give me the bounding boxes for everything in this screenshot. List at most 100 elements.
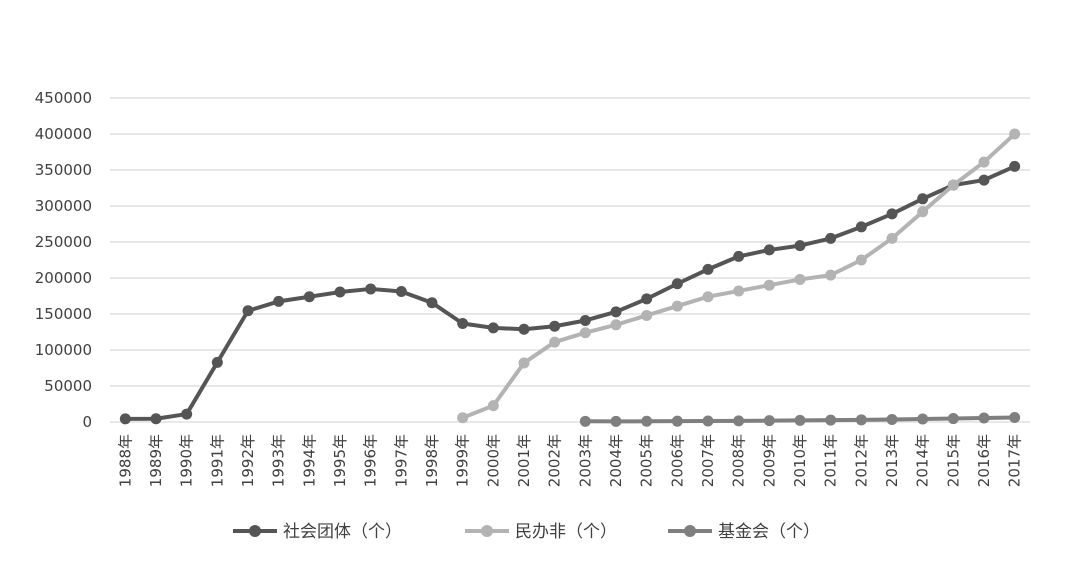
legend-swatch-marker [249,525,261,537]
x-tick-label: 2012年 [852,434,870,487]
data-point [733,285,745,297]
data-point [917,413,929,425]
x-tick-label: 2011年 [822,434,840,487]
data-point [886,413,898,425]
data-point [702,291,714,303]
legend-item-1: 社会团体（个） [233,522,402,542]
data-point [947,179,959,191]
x-tick-label: 2015年 [944,434,962,487]
data-point [579,327,591,339]
y-tick-label: 250000 [35,233,92,251]
x-tick-label: 2000年 [484,434,502,487]
y-tick-label: 200000 [35,269,92,287]
data-point [487,322,499,334]
data-point [549,336,561,348]
data-point [242,305,254,317]
legend-item-2: 民办非（个） [465,522,617,542]
y-tick-label: 400000 [35,125,92,143]
data-point [917,206,929,218]
y-tick-label: 150000 [35,305,92,323]
data-point [671,300,683,312]
x-tick-label: 1997年 [392,434,410,487]
data-point [671,278,683,290]
data-point [978,412,990,424]
data-point [794,240,806,252]
x-tick-label: 2003年 [576,434,594,487]
x-tick-label: 2004年 [607,434,625,487]
data-point [334,286,346,298]
data-point [886,208,898,220]
legend-swatch-marker [481,525,493,537]
x-tick-label: 2009年 [760,434,778,487]
data-point [825,269,837,281]
data-point [518,357,530,369]
series-2 [457,128,1021,424]
x-tick-label: 2010年 [791,434,809,487]
y-axis-tick-labels: 0 50000 100000 150000 200000 250000 300000 3500… [35,89,92,431]
data-point [641,293,653,305]
data-point [610,306,622,318]
data-point [886,232,898,244]
data-point [763,279,775,291]
data-point [702,415,714,427]
data-point [119,413,131,425]
data-point [579,314,591,326]
data-point [487,400,499,412]
data-point [763,415,775,427]
series-3 [579,411,1021,427]
data-point [855,254,867,266]
legend-label: 社会团体（个） [283,522,402,542]
data-point [641,309,653,321]
x-axis-tick-labels: 1988年 1989年 1990年 1991年 1992年 1993年 1994年 1995年… [116,434,1023,487]
x-tick-label: 2013年 [883,434,901,487]
data-point [825,414,837,426]
data-point [794,273,806,285]
x-tick-label: 1996年 [362,434,380,487]
x-tick-label: 1989年 [147,434,165,487]
data-point [733,415,745,427]
data-point [1009,128,1021,140]
data-point [1009,160,1021,172]
x-tick-label: 2006年 [668,434,686,487]
data-point [763,244,775,256]
series-1 [119,160,1021,425]
x-tick-label: 2008年 [730,434,748,487]
x-tick-label: 1998年 [423,434,441,487]
data-point [211,356,223,368]
series-group [119,128,1021,427]
legend-item-3: 基金会（个） [668,522,820,542]
data-point [395,285,407,297]
x-tick-label: 1994年 [300,434,318,487]
data-point [518,323,530,335]
y-tick-label: 50000 [44,377,92,395]
data-point [671,415,683,427]
x-tick-label: 1988年 [116,434,134,487]
x-tick-label: 1993年 [270,434,288,487]
data-point [579,415,591,427]
data-point [181,408,193,420]
x-tick-label: 2007年 [699,434,717,487]
x-tick-label: 1999年 [454,434,472,487]
x-tick-label: 2016年 [975,434,993,487]
y-tick-label: 350000 [35,161,92,179]
data-point [150,413,162,425]
data-point [610,319,622,331]
legend: 社会团体（个） 民办非（个） 基金会（个） [233,522,820,542]
data-point [978,156,990,168]
data-point [426,297,438,309]
data-point [702,263,714,275]
data-point [855,221,867,233]
data-point [457,318,469,330]
data-point [457,412,469,424]
x-tick-label: 2005年 [638,434,656,487]
y-tick-label: 300000 [35,197,92,215]
legend-label: 民办非（个） [515,522,617,542]
x-tick-label: 1992年 [239,434,257,487]
data-point [365,283,377,295]
x-tick-label: 2002年 [546,434,564,487]
x-tick-label: 1990年 [178,434,196,487]
y-tick-label: 0 [82,413,92,431]
data-point [794,414,806,426]
